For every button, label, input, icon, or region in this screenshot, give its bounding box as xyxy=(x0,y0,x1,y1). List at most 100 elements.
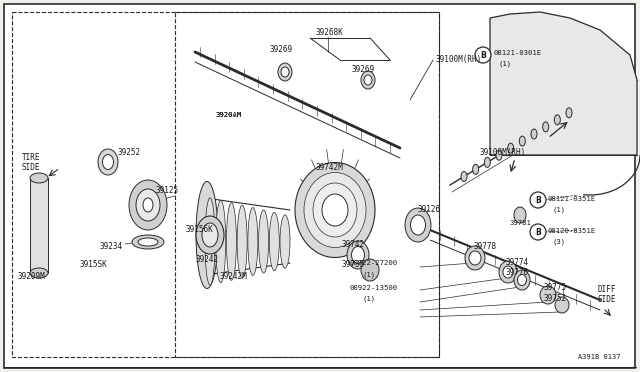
Ellipse shape xyxy=(540,286,556,304)
Text: B: B xyxy=(480,51,486,60)
Ellipse shape xyxy=(227,203,236,280)
Circle shape xyxy=(530,192,546,208)
Ellipse shape xyxy=(269,212,279,270)
Text: DIFF: DIFF xyxy=(598,285,616,294)
Ellipse shape xyxy=(138,238,158,246)
Ellipse shape xyxy=(508,143,514,153)
Ellipse shape xyxy=(555,297,569,313)
Text: B: B xyxy=(535,228,541,237)
Ellipse shape xyxy=(364,75,372,85)
Ellipse shape xyxy=(143,198,153,212)
Text: 39126: 39126 xyxy=(418,205,441,214)
Ellipse shape xyxy=(102,154,113,170)
Text: 39125: 39125 xyxy=(155,186,178,195)
Text: 39268K: 39268K xyxy=(315,28,343,37)
Ellipse shape xyxy=(196,182,218,289)
Text: 39156K: 39156K xyxy=(185,225,212,234)
Ellipse shape xyxy=(259,210,269,273)
Text: 39781: 39781 xyxy=(510,220,532,226)
Ellipse shape xyxy=(347,241,369,269)
Text: 3920AM: 3920AM xyxy=(215,112,241,118)
Ellipse shape xyxy=(543,122,548,132)
Ellipse shape xyxy=(514,270,530,290)
Ellipse shape xyxy=(473,164,479,174)
Text: 39742M: 39742M xyxy=(315,163,343,172)
Ellipse shape xyxy=(30,268,48,278)
Ellipse shape xyxy=(98,149,118,175)
Ellipse shape xyxy=(518,275,527,285)
Ellipse shape xyxy=(278,63,292,81)
Ellipse shape xyxy=(499,261,517,283)
Text: 39269: 39269 xyxy=(352,65,375,74)
Ellipse shape xyxy=(295,163,375,257)
Ellipse shape xyxy=(237,205,247,278)
Text: 39774: 39774 xyxy=(505,258,528,267)
Ellipse shape xyxy=(136,189,160,221)
Ellipse shape xyxy=(322,194,348,226)
Text: B: B xyxy=(535,196,541,205)
Circle shape xyxy=(475,47,491,63)
Text: 08120-8351E: 08120-8351E xyxy=(548,228,596,234)
Ellipse shape xyxy=(196,216,224,254)
Text: 39776: 39776 xyxy=(505,268,528,277)
Ellipse shape xyxy=(465,246,485,270)
Text: TIRE: TIRE xyxy=(22,153,40,162)
Ellipse shape xyxy=(519,136,525,146)
Ellipse shape xyxy=(280,215,290,268)
Text: (1): (1) xyxy=(498,60,511,67)
Ellipse shape xyxy=(216,200,226,283)
Ellipse shape xyxy=(484,157,490,167)
Ellipse shape xyxy=(205,198,215,285)
Text: SIDE: SIDE xyxy=(598,295,616,304)
Circle shape xyxy=(530,224,546,240)
Bar xyxy=(175,12,439,357)
Ellipse shape xyxy=(281,67,289,77)
Text: (1): (1) xyxy=(362,296,375,302)
Polygon shape xyxy=(490,12,637,155)
Ellipse shape xyxy=(554,115,561,125)
Text: 39234: 39234 xyxy=(100,242,123,251)
Text: 39242M: 39242M xyxy=(220,272,248,281)
Text: 39778: 39778 xyxy=(474,242,497,251)
Text: 39100M(RH): 39100M(RH) xyxy=(435,55,481,64)
Text: (1): (1) xyxy=(552,206,565,212)
Bar xyxy=(12,12,439,357)
Ellipse shape xyxy=(313,183,357,237)
Text: 08121-0301E: 08121-0301E xyxy=(494,50,542,56)
Text: 39742: 39742 xyxy=(342,240,365,249)
Text: 39242: 39242 xyxy=(195,255,218,264)
Ellipse shape xyxy=(461,171,467,182)
Text: 39252: 39252 xyxy=(118,148,141,157)
Text: 00922-13500: 00922-13500 xyxy=(350,285,398,291)
Text: 39269: 39269 xyxy=(270,45,293,54)
Ellipse shape xyxy=(410,215,426,235)
Text: 39735: 39735 xyxy=(342,260,365,269)
Ellipse shape xyxy=(304,173,366,247)
Ellipse shape xyxy=(351,247,365,263)
Ellipse shape xyxy=(129,180,167,230)
Ellipse shape xyxy=(566,108,572,118)
Ellipse shape xyxy=(496,150,502,160)
Text: (1): (1) xyxy=(362,271,375,278)
Text: 08121-0351E: 08121-0351E xyxy=(548,196,596,202)
Ellipse shape xyxy=(405,208,431,242)
Text: 00922-27200: 00922-27200 xyxy=(350,260,398,266)
Text: SIDE: SIDE xyxy=(22,163,40,172)
Ellipse shape xyxy=(132,235,164,249)
Ellipse shape xyxy=(30,173,48,183)
Ellipse shape xyxy=(503,266,513,278)
Ellipse shape xyxy=(361,259,379,281)
Ellipse shape xyxy=(248,208,258,275)
Text: 39752: 39752 xyxy=(544,294,567,303)
Bar xyxy=(30,178,48,273)
Ellipse shape xyxy=(469,251,481,265)
Text: A391B 0137: A391B 0137 xyxy=(577,354,620,360)
Ellipse shape xyxy=(202,223,218,247)
Text: 3920₂M: 3920₂M xyxy=(215,112,241,118)
Ellipse shape xyxy=(531,129,537,139)
Text: 3915SK: 3915SK xyxy=(80,260,108,269)
Ellipse shape xyxy=(361,71,375,89)
Text: (3): (3) xyxy=(552,238,565,244)
Text: 39775: 39775 xyxy=(544,283,567,292)
Ellipse shape xyxy=(514,207,526,223)
